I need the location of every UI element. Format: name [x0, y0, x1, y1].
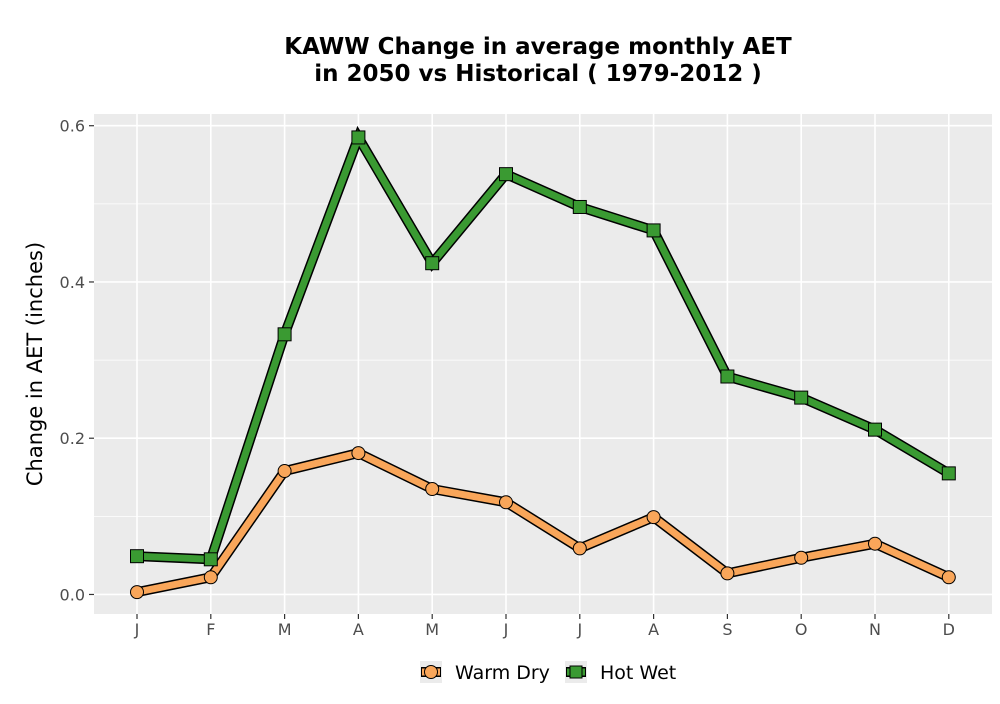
data-point	[499, 167, 513, 182]
x-tick-label: D	[943, 620, 955, 639]
data-point	[720, 369, 735, 384]
data-point	[351, 130, 366, 145]
y-tick-label: 0.2	[60, 429, 85, 448]
data-point	[499, 495, 513, 510]
chart-title-line-1: KAWW Change in average monthly AET	[284, 34, 792, 60]
x-tick-label: F	[206, 620, 215, 639]
major-gridlines	[94, 114, 992, 614]
chart-title-line-2: in 2050 vs Historical ( 1979-2012 )	[314, 61, 761, 87]
data-point	[646, 510, 661, 525]
series-line	[136, 449, 951, 596]
data-point	[203, 552, 218, 567]
data-point	[941, 466, 956, 481]
data-point	[941, 570, 956, 585]
x-tick-label: N	[869, 620, 881, 639]
series-warm-dry	[130, 446, 956, 600]
x-tick-label: S	[722, 620, 732, 639]
x-tick-label: M	[425, 620, 439, 639]
x-tick-label: J	[576, 620, 582, 639]
data-point	[720, 566, 735, 581]
y-axis-label: Change in AET (inches)	[23, 242, 47, 486]
x-tick-label: O	[795, 620, 808, 639]
data-point	[203, 570, 218, 585]
minor-gridlines	[94, 203, 992, 517]
x-tick-label: J	[134, 620, 140, 639]
legend-item-warm-dry: Warm Dry	[420, 661, 550, 684]
data-point	[425, 256, 440, 271]
data-point	[425, 482, 440, 496]
series-hot-wet	[130, 125, 956, 567]
data-point	[130, 585, 144, 600]
series-layer	[130, 125, 956, 600]
legend-marker	[569, 665, 583, 679]
data-point	[351, 446, 366, 461]
legend-marker	[424, 665, 438, 679]
legend-item-hot-wet: Hot Wet	[565, 661, 676, 684]
data-point	[868, 422, 882, 437]
y-axis: 0.0 0.2 0.4 0.6	[60, 117, 94, 604]
y-tick-label: 0.0	[60, 585, 85, 604]
x-tick-label: A	[648, 620, 659, 639]
data-point	[130, 549, 144, 564]
data-point	[277, 464, 292, 479]
legend-label: Warm Dry	[455, 662, 550, 684]
y-tick-label: 0.4	[60, 273, 85, 292]
y-tick-label: 0.6	[60, 117, 85, 136]
x-tick-label: J	[503, 620, 509, 639]
data-point	[277, 327, 292, 342]
x-tick-label: M	[278, 620, 292, 639]
data-point	[794, 550, 809, 565]
series-line	[136, 129, 951, 563]
data-point	[868, 536, 882, 551]
data-point	[572, 199, 587, 214]
x-tick-label: A	[353, 620, 364, 639]
legend: Warm Dry Hot Wet	[420, 661, 676, 684]
legend-label: Hot Wet	[600, 662, 676, 684]
data-point	[794, 390, 809, 405]
data-point	[646, 223, 661, 238]
data-point	[572, 541, 587, 556]
